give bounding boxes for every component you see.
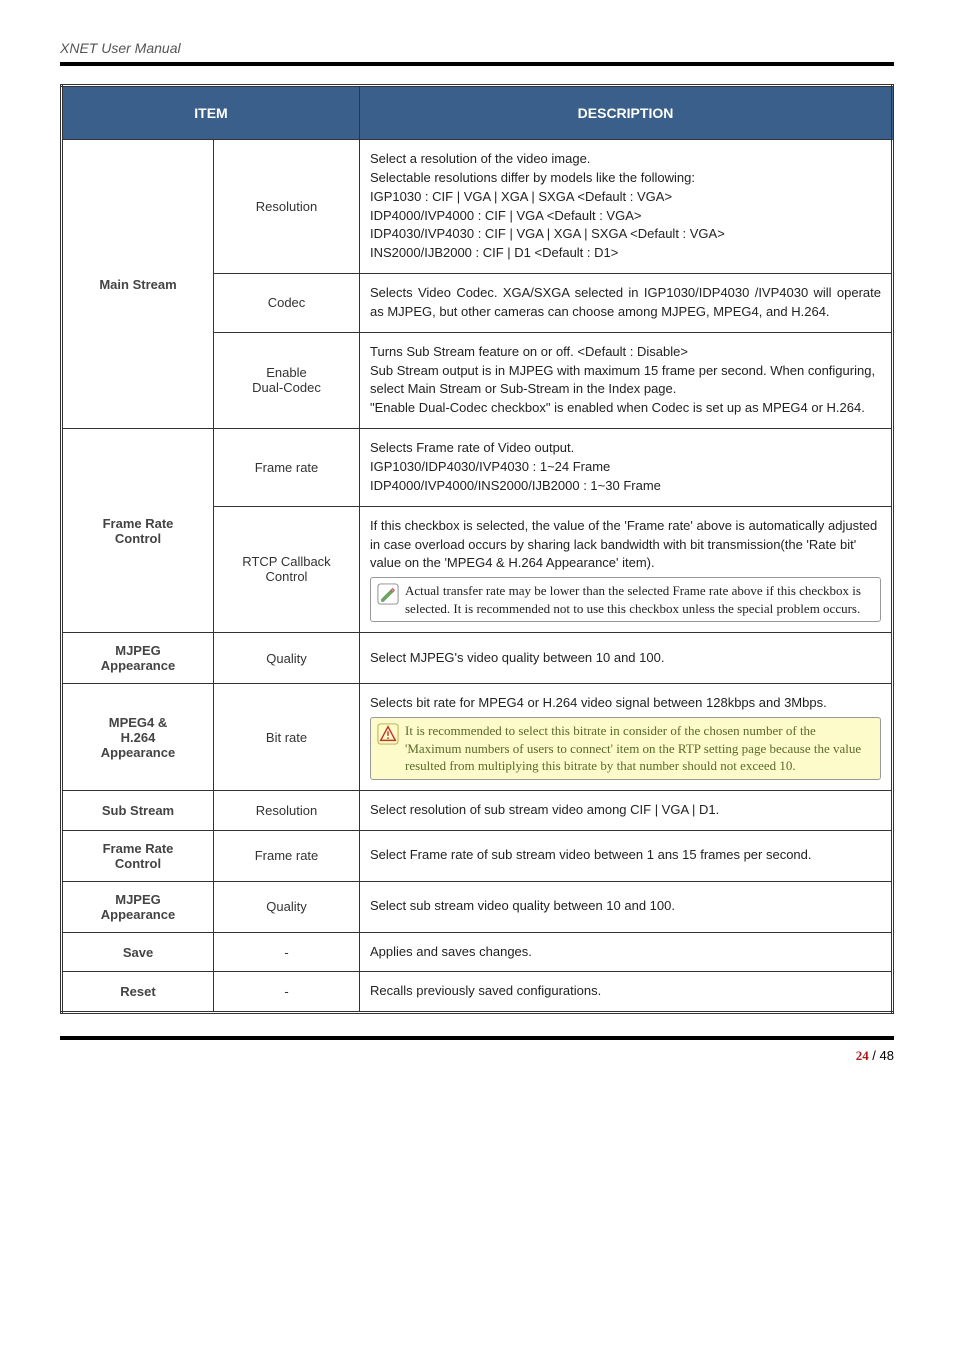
row-sub: Frame rate <box>214 830 360 881</box>
row-desc: Turns Sub Stream feature on or off. <Def… <box>360 332 893 428</box>
warning-icon <box>377 723 399 745</box>
page-sep: / <box>869 1048 880 1063</box>
row-sub: Codec <box>214 274 360 333</box>
row-desc: Recalls previously saved configurations. <box>360 972 893 1013</box>
row-desc: Selects Frame rate of Video output.IGP10… <box>360 429 893 507</box>
note-box: Actual transfer rate may be lower than t… <box>370 577 881 622</box>
row-sub: Resolution <box>214 140 360 274</box>
row-sub: EnableDual-Codec <box>214 332 360 428</box>
table-row: Frame RateControlFrame rateSelect Frame … <box>62 830 893 881</box>
row-label: MPEG4 &H.264Appearance <box>62 684 214 790</box>
note-text: It is recommended to select this bitrate… <box>405 722 874 775</box>
table-row: Frame RateControlFrame rateSelects Frame… <box>62 429 893 507</box>
page-number: 24 / 48 <box>60 1048 894 1064</box>
row-label: Save <box>62 932 214 972</box>
row-desc: Applies and saves changes. <box>360 932 893 972</box>
row-label: Frame RateControl <box>62 830 214 881</box>
row-desc: Selects Video Codec. XGA/SXGA selected i… <box>360 274 893 333</box>
spec-table: ITEM DESCRIPTION Main StreamResolutionSe… <box>60 84 894 1014</box>
row-label: MJPEGAppearance <box>62 633 214 684</box>
page-current: 24 <box>856 1048 869 1063</box>
th-desc: DESCRIPTION <box>360 86 893 140</box>
row-sub: RTCP Callback Control <box>214 506 360 633</box>
row-sub: Resolution <box>214 790 360 830</box>
th-item: ITEM <box>62 86 360 140</box>
row-sub: - <box>214 972 360 1013</box>
row-sub: Quality <box>214 881 360 932</box>
row-label: Reset <box>62 972 214 1013</box>
note-text: Actual transfer rate may be lower than t… <box>405 582 874 617</box>
note-box: It is recommended to select this bitrate… <box>370 717 881 780</box>
row-sub: Quality <box>214 633 360 684</box>
row-sub: Frame rate <box>214 429 360 507</box>
row-desc: If this checkbox is selected, the value … <box>360 506 893 633</box>
page-total: 48 <box>880 1048 894 1063</box>
footer-rule <box>60 1036 894 1040</box>
row-sub: - <box>214 932 360 972</box>
header-rule <box>60 62 894 66</box>
row-sub: Bit rate <box>214 684 360 790</box>
row-label: Main Stream <box>62 140 214 429</box>
table-row: Save-Applies and saves changes. <box>62 932 893 972</box>
table-row: Reset-Recalls previously saved configura… <box>62 972 893 1013</box>
row-desc: Select sub stream video quality between … <box>360 881 893 932</box>
row-desc: Select resolution of sub stream video am… <box>360 790 893 830</box>
row-label: Sub Stream <box>62 790 214 830</box>
table-row: MJPEGAppearanceQualitySelect sub stream … <box>62 881 893 932</box>
row-desc: Selects bit rate for MPEG4 or H.264 vide… <box>360 684 893 790</box>
pencil-icon <box>377 583 399 605</box>
table-row: Sub StreamResolutionSelect resolution of… <box>62 790 893 830</box>
row-desc: Select a resolution of the video image.S… <box>360 140 893 274</box>
row-desc: Select MJPEG's video quality between 10 … <box>360 633 893 684</box>
row-label: MJPEGAppearance <box>62 881 214 932</box>
table-row: MPEG4 &H.264AppearanceBit rateSelects bi… <box>62 684 893 790</box>
page-title: XNET User Manual <box>60 40 894 56</box>
row-desc: Select Frame rate of sub stream video be… <box>360 830 893 881</box>
table-row: MJPEGAppearanceQualitySelect MJPEG's vid… <box>62 633 893 684</box>
table-row: Main StreamResolutionSelect a resolution… <box>62 140 893 274</box>
row-label: Frame RateControl <box>62 429 214 633</box>
